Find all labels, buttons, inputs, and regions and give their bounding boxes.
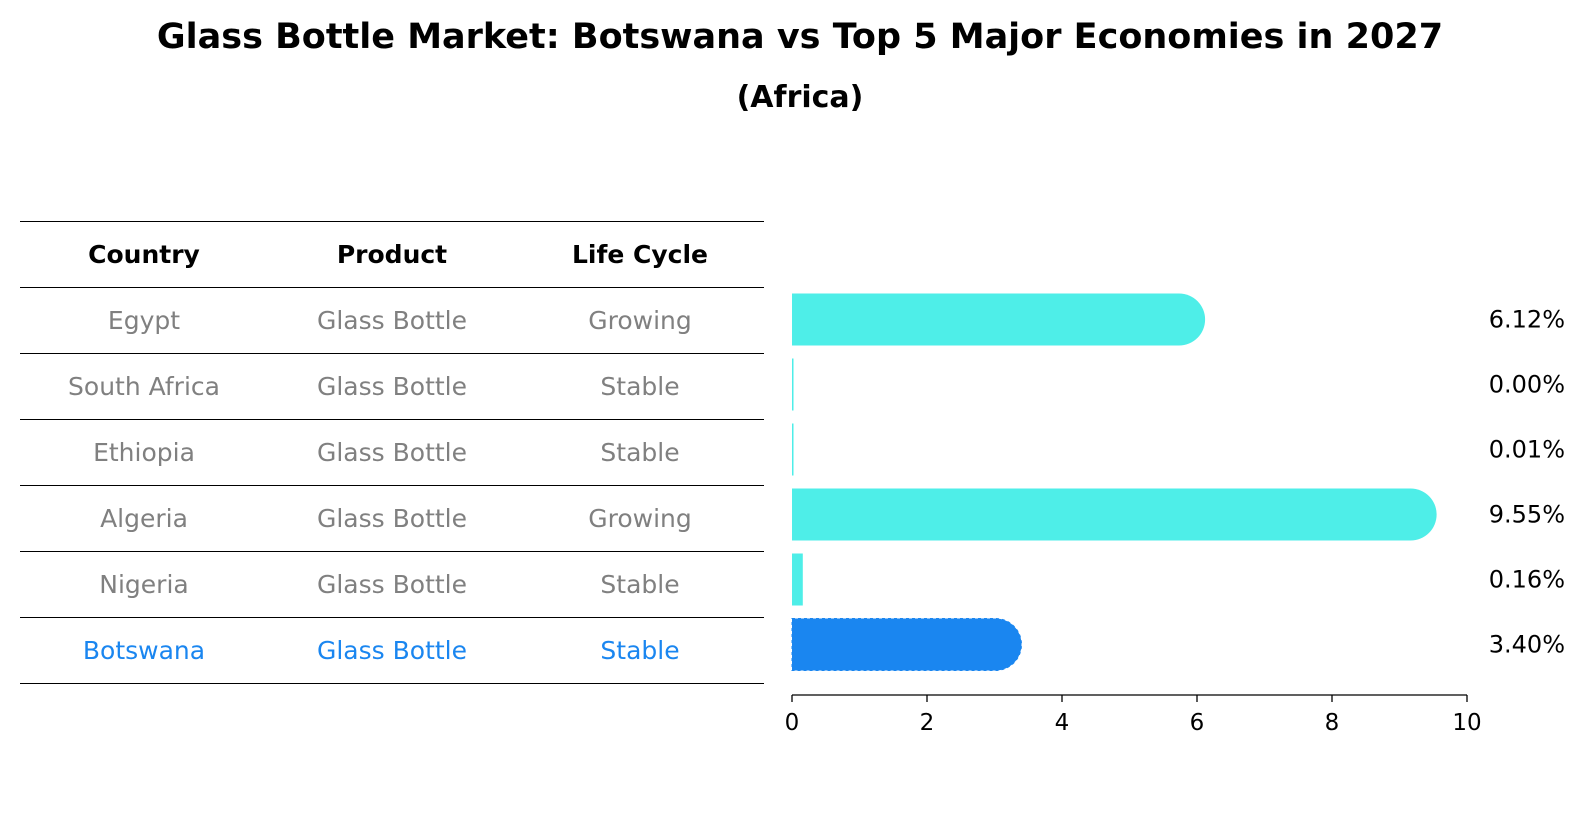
- table-row: Ethiopia Glass Bottle Stable: [20, 419, 764, 485]
- bar-nigeria: [792, 553, 803, 606]
- value-label: 0.00%: [1489, 371, 1565, 399]
- bar-botswana: [791, 618, 1022, 671]
- table-row: Algeria Glass Bottle Growing: [20, 485, 764, 551]
- table-row-highlight: Botswana Glass Bottle Stable: [20, 617, 764, 684]
- cell-product: Glass Bottle: [316, 438, 467, 467]
- table-row: South Africa Glass Bottle Stable: [20, 353, 764, 419]
- header-product: Product: [336, 240, 448, 269]
- header-life-cycle: Life Cycle: [571, 240, 709, 269]
- cell-product: Glass Bottle: [316, 636, 467, 665]
- cell-country: Egypt: [107, 306, 181, 335]
- chart-subtitle: (Africa): [736, 80, 864, 115]
- x-tick-label: 2: [920, 710, 935, 736]
- cell-country: Botswana: [82, 636, 206, 665]
- value-label: 0.16%: [1489, 566, 1565, 594]
- table-row: Nigeria Glass Bottle Stable: [20, 551, 764, 617]
- cell-life-cycle: Stable: [600, 372, 680, 401]
- data-table: Country Product Life Cycle Egypt Glass B…: [20, 221, 764, 684]
- table-row: Egypt Glass Bottle Growing: [20, 287, 764, 353]
- cell-life-cycle: Growing: [588, 504, 692, 533]
- cell-life-cycle: Stable: [600, 570, 680, 599]
- cell-product: Glass Bottle: [316, 372, 467, 401]
- header-country: Country: [88, 240, 200, 269]
- x-tick-label: 4: [1055, 710, 1070, 736]
- x-tick-label: 6: [1190, 710, 1205, 736]
- x-tick-label: 10: [1452, 710, 1481, 736]
- cell-country: Ethiopia: [93, 438, 195, 467]
- x-tick-label: 8: [1325, 710, 1340, 736]
- cell-product: Glass Bottle: [316, 570, 467, 599]
- bar-egypt: [792, 293, 1206, 346]
- x-tick-label: 0: [785, 710, 800, 736]
- bar-south-africa: [792, 358, 794, 411]
- cell-product: Glass Bottle: [316, 504, 467, 533]
- cell-life-cycle: Stable: [600, 636, 680, 665]
- bar-algeria: [792, 488, 1437, 541]
- cell-life-cycle: Growing: [588, 306, 692, 335]
- cell-country: South Africa: [68, 372, 220, 401]
- cell-country: Nigeria: [99, 570, 189, 599]
- cell-life-cycle: Stable: [600, 438, 680, 467]
- value-label: 9.55%: [1489, 501, 1565, 529]
- chart-title: Glass Bottle Market: Botswana vs Top 5 M…: [156, 17, 1444, 57]
- value-label: 0.01%: [1489, 436, 1565, 464]
- table-header-row: Country Product Life Cycle: [20, 221, 764, 287]
- bar-ethiopia: [792, 423, 794, 476]
- cell-product: Glass Bottle: [316, 306, 467, 335]
- value-label: 3.40%: [1489, 631, 1565, 659]
- value-label: 6.12%: [1489, 306, 1565, 334]
- cell-country: Algeria: [100, 504, 188, 533]
